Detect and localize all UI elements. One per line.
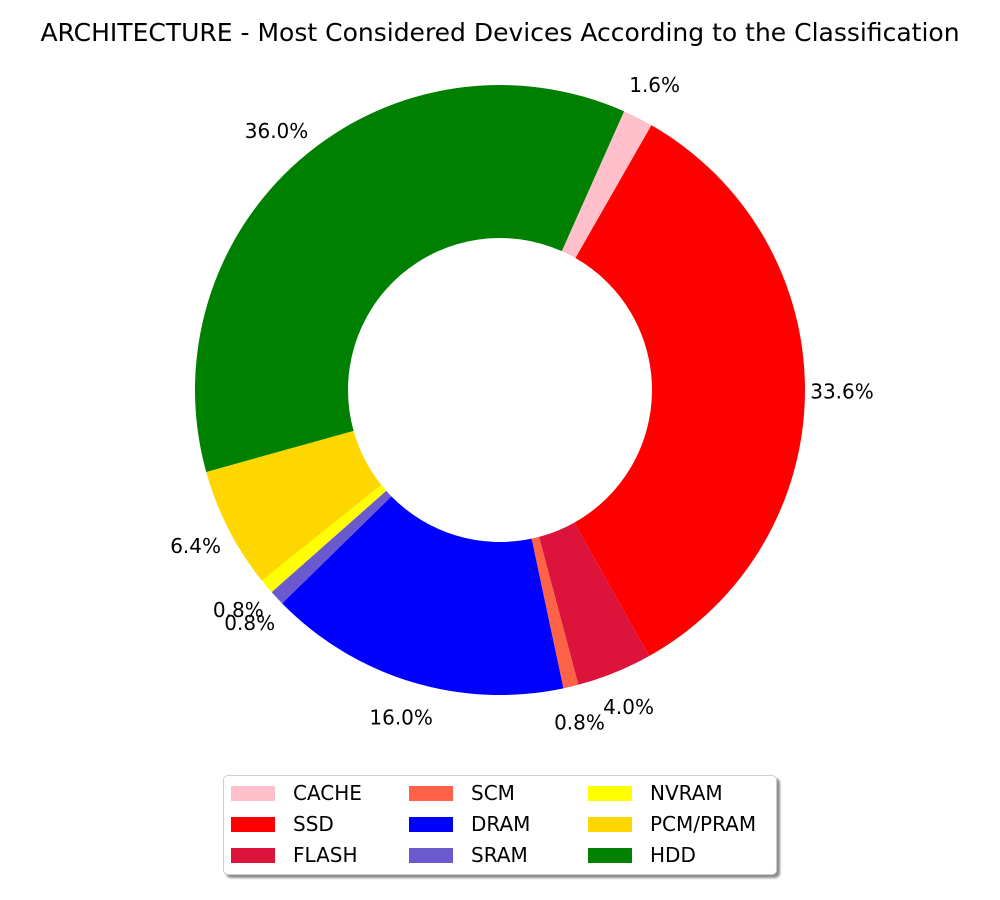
legend-label: SCM [471, 781, 515, 805]
pct-label-scm: 0.8% [554, 711, 605, 735]
legend-swatch [588, 847, 632, 863]
legend-item-hdd: HDD [588, 843, 696, 867]
chart-title: ARCHITECTURE - Most Considered Devices A… [40, 18, 960, 47]
pct-label-flash: 4.0% [603, 695, 654, 719]
pct-label-nvram: 0.8% [213, 598, 264, 622]
legend-item-scm: SCM [409, 781, 515, 805]
legend-swatch [409, 816, 453, 832]
pct-label-ssd: 33.6% [810, 379, 874, 403]
legend-item-nvram: NVRAM [588, 781, 723, 805]
legend-swatch [409, 785, 453, 801]
legend-item-dram: DRAM [409, 812, 530, 836]
donut-chart: 1.6%33.6%4.0%0.8%16.0%0.8%0.8%6.4%36.0% [170, 73, 874, 735]
legend-swatch [409, 847, 453, 863]
slice-pcm-pram [206, 430, 382, 581]
legend-swatch [231, 785, 275, 801]
legend-item-sram: SRAM [409, 843, 528, 867]
legend-label: CACHE [293, 781, 362, 805]
legend-label: SSD [293, 812, 334, 836]
slice-dram [282, 496, 564, 696]
pct-label-pcm-pram: 6.4% [170, 534, 221, 558]
pct-label-sram: 0.8% [224, 611, 275, 635]
legend-item-pcm-pram: PCM/PRAM [588, 812, 756, 836]
legend-label: DRAM [471, 812, 531, 836]
slice-sram [271, 490, 392, 604]
pct-label-dram: 16.0% [369, 705, 433, 729]
legend-item-flash: FLASH [231, 843, 358, 867]
slice-nvram [261, 484, 387, 593]
legend-label: PCM/PRAM [650, 812, 757, 836]
slices-group [195, 84, 805, 696]
pct-label-cache: 1.6% [629, 73, 680, 97]
slice-flash [539, 522, 650, 685]
legend-swatch [231, 816, 275, 832]
legend-item-ssd: SSD [231, 812, 334, 836]
slice-ssd [574, 125, 805, 657]
legend-label: HDD [650, 843, 696, 867]
legend-item-cache: CACHE [231, 781, 362, 805]
legend-label: FLASH [293, 843, 358, 867]
slice-scm [531, 536, 579, 689]
slice-hdd [195, 84, 625, 473]
pct-label-hdd: 36.0% [245, 119, 309, 143]
legend: CACHE SSD FLASH SCM DRAM SRAM NVRAM PCM/PRAM HDD [223, 775, 777, 875]
legend-label: SRAM [471, 843, 528, 867]
legend-label: NVRAM [650, 781, 723, 805]
legend-swatch [588, 816, 632, 832]
labels-group: 1.6%33.6%4.0%0.8%16.0%0.8%0.8%6.4%36.0% [170, 73, 874, 735]
legend-swatch [588, 785, 632, 801]
legend-swatch [231, 847, 275, 863]
slice-cache [561, 111, 652, 259]
